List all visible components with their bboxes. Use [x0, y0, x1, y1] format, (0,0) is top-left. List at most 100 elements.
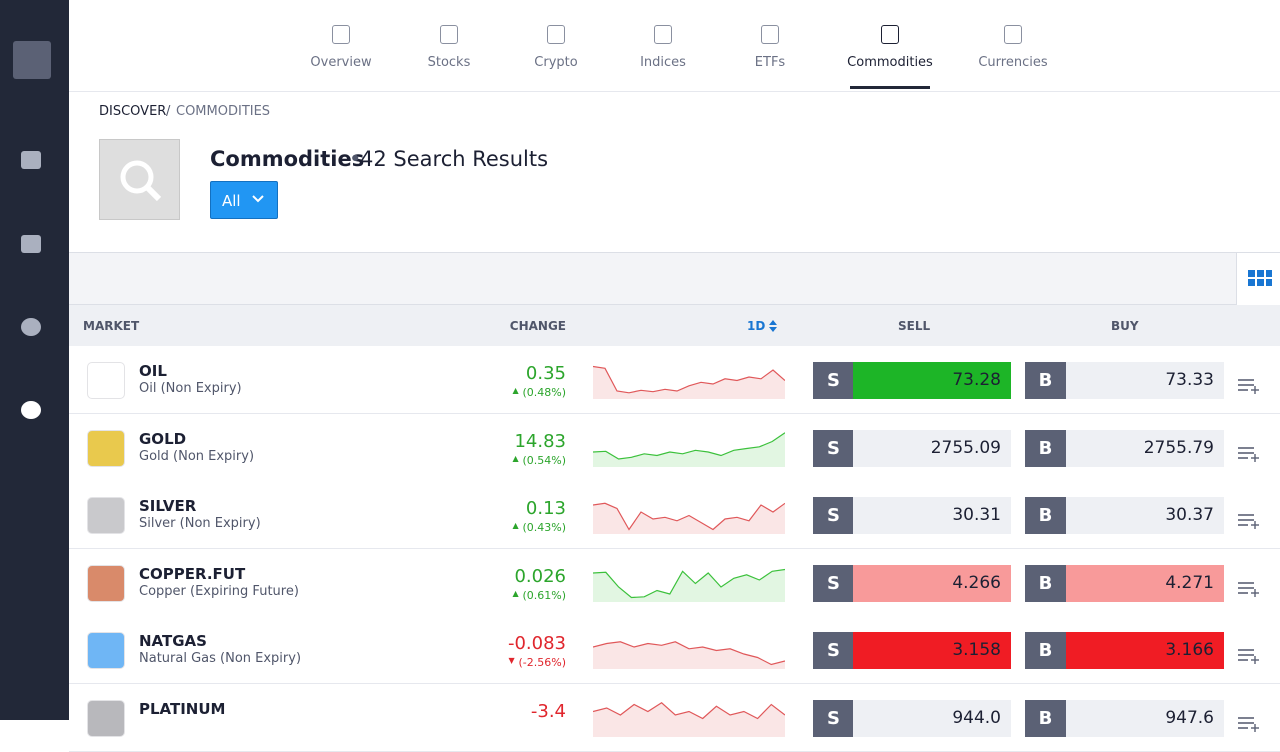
buy-price[interactable]: 2755.79	[1066, 429, 1224, 467]
market-icon	[87, 362, 125, 399]
sparkline	[593, 365, 785, 399]
market-row[interactable]: COPPER.FUT Copper (Expiring Future) 0.026(…	[69, 548, 1280, 617]
sell-price[interactable]: 2755.09	[853, 429, 1011, 467]
sell-price[interactable]: 73.28	[853, 362, 1011, 399]
sell-price[interactable]: 4.266	[853, 564, 1011, 602]
sell-button[interactable]: S	[813, 497, 854, 535]
symbol: PLATINUM	[139, 700, 226, 718]
market-icon	[87, 564, 125, 602]
trend-arrow: ▲	[512, 521, 519, 531]
buy-button[interactable]: B	[1025, 632, 1066, 670]
buy-button[interactable]: B	[1025, 564, 1066, 602]
sell-button[interactable]: S	[813, 632, 854, 670]
add-watchlist[interactable]	[1238, 648, 1260, 665]
sparkline-area	[593, 366, 785, 399]
symbol: OIL	[139, 362, 167, 380]
market-row[interactable]: PLATINUM -3.4 S 944.0 B 947.6	[69, 684, 1280, 752]
breadcrumb-sep: /	[166, 104, 171, 119]
tab-icon	[881, 25, 899, 44]
col-buy: BUY	[1111, 319, 1139, 333]
tab-label: ETFs	[754, 55, 786, 70]
col-sell: SELL	[898, 319, 931, 333]
col-change: CHANGE	[509, 319, 566, 333]
sparkline-area	[593, 432, 785, 467]
symbol: COPPER.FUT	[139, 564, 246, 583]
nav-tab[interactable]: Commodities	[835, 0, 945, 92]
portfolio-icon[interactable]	[21, 318, 41, 336]
filter-dropdown[interactable]: All	[210, 181, 278, 219]
change: -3.4	[530, 701, 566, 722]
discover-icon[interactable]	[21, 401, 41, 419]
sell-button[interactable]: S	[813, 700, 854, 737]
buy-price[interactable]: 30.37	[1066, 497, 1224, 535]
nav-tab[interactable]: ETFs	[715, 0, 825, 92]
buy-price[interactable]: 947.6	[1066, 700, 1224, 737]
buy-price[interactable]: 4.271	[1066, 564, 1224, 602]
buy-button[interactable]: B	[1025, 429, 1066, 467]
change-pct: (0.43%) ▲	[512, 521, 566, 535]
add-watchlist[interactable]	[1238, 378, 1260, 394]
sparkline	[593, 702, 785, 737]
avatar[interactable]	[13, 41, 51, 79]
market-row[interactable]: SILVER Silver (Non Expiry) 0.13 (0.43%) ▲ S 30…	[69, 481, 1280, 550]
col-period[interactable]: 1D	[747, 319, 766, 333]
add-watchlist[interactable]	[1238, 716, 1260, 732]
watchlist-icon[interactable]	[21, 235, 41, 253]
add-watchlist[interactable]	[1238, 446, 1260, 462]
tab-icon	[761, 25, 779, 44]
change: 0.026	[514, 565, 566, 587]
sparkline-line	[593, 641, 785, 666]
chevron	[252, 195, 264, 203]
sell-button[interactable]: S	[813, 362, 854, 399]
sell-button[interactable]: S	[813, 429, 854, 467]
breadcrumb-root[interactable]: DISCOVER	[99, 104, 167, 119]
market-icon	[87, 429, 125, 467]
result-count: 42 Search Results	[360, 147, 549, 171]
sort-icon	[769, 320, 777, 332]
tab-label: Stocks	[427, 55, 471, 70]
nav-tab[interactable]: Currencies	[958, 0, 1068, 92]
nav-tab[interactable]: Crypto	[501, 0, 611, 92]
change-pct: (0.61%) ▲	[512, 588, 566, 602]
col-market: MARKET	[83, 319, 140, 333]
add-watchlist[interactable]	[1238, 513, 1260, 530]
sparkline	[593, 568, 785, 602]
buy-price[interactable]: 3.166	[1066, 632, 1224, 670]
change-pct: (0.54%) ▲	[512, 453, 566, 467]
market-row[interactable]: GOLD Gold (Non Expiry) 14.83 (0.54%) ▲ S 2755.…	[69, 413, 1280, 482]
dot: •	[349, 147, 362, 171]
sell-price[interactable]: 30.31	[853, 497, 1011, 535]
tab-icon	[440, 25, 458, 44]
market-name: Gold (Non Expiry)	[139, 448, 255, 464]
market-name: Oil (Non Expiry)	[139, 381, 242, 396]
sparkline-area	[593, 642, 785, 670]
home-icon[interactable]	[21, 151, 41, 169]
tab-icon	[332, 25, 350, 44]
nav-tab[interactable]: Stocks	[394, 0, 504, 92]
buy-button[interactable]: B	[1025, 362, 1066, 399]
sell-price[interactable]: 3.158	[853, 632, 1011, 670]
buy-price[interactable]: 73.33	[1066, 362, 1224, 399]
view-toggle[interactable]	[1236, 253, 1280, 305]
market-row[interactable]: OIL Oil (Non Expiry) 0.35 (0.48%) ▲ S 73.28 B 73…	[69, 346, 1280, 414]
sell-button[interactable]: S	[813, 564, 854, 602]
breadcrumb-current: COMMODITIES	[176, 104, 271, 119]
market-row[interactable]: NATGAS Natural Gas (Non Expiry) -0.083 (-2.…	[69, 616, 1280, 685]
change-pct: (0.48%) ▲	[512, 386, 566, 399]
nav-tab[interactable]: Overview	[286, 0, 396, 92]
sparkline-line	[593, 431, 785, 460]
buy-button[interactable]: B	[1025, 497, 1066, 535]
search-image	[99, 139, 180, 220]
nav-tab[interactable]: Indices	[608, 0, 718, 92]
grid-icon	[1248, 270, 1272, 286]
sell-price[interactable]: 944.0	[853, 700, 1011, 737]
tab-label: Currencies	[978, 55, 1048, 70]
trend-arrow: ▲	[512, 386, 519, 395]
sidebar	[0, 0, 69, 720]
page-title: Commodities	[210, 147, 365, 171]
market-name: Natural Gas (Non Expiry)	[139, 651, 302, 667]
change: 14.83	[514, 430, 566, 452]
buy-button[interactable]: B	[1025, 700, 1066, 737]
sparkline	[593, 641, 785, 670]
add-watchlist[interactable]	[1238, 581, 1260, 597]
